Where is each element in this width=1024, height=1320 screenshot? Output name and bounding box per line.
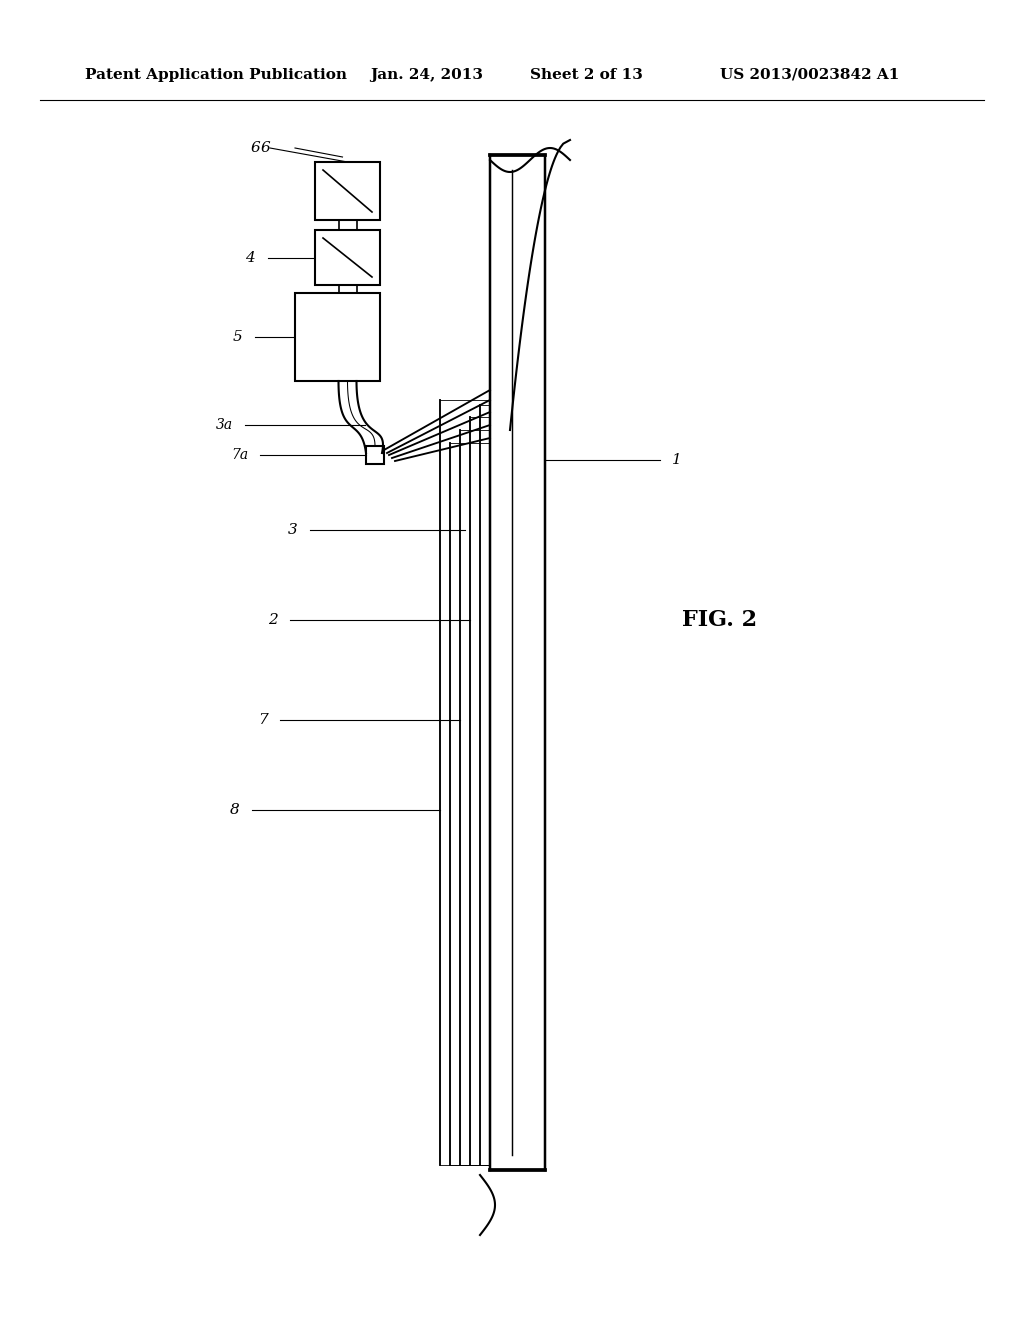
- Text: 6: 6: [250, 141, 260, 154]
- Bar: [315, 230, 380, 285]
- Text: US 2013/0023842 A1: US 2013/0023842 A1: [720, 69, 899, 82]
- Bar: [366, 446, 384, 465]
- Text: 2: 2: [268, 612, 278, 627]
- Bar: [315, 162, 380, 220]
- Text: 8: 8: [230, 803, 240, 817]
- Text: 3a: 3a: [216, 418, 233, 432]
- Text: 3: 3: [288, 523, 298, 537]
- Text: 4: 4: [246, 251, 255, 264]
- Text: 6: 6: [260, 141, 270, 154]
- Text: 5: 5: [232, 330, 242, 345]
- Bar: [295, 293, 380, 381]
- Text: FIG. 2: FIG. 2: [682, 609, 758, 631]
- Text: Patent Application Publication: Patent Application Publication: [85, 69, 347, 82]
- Text: Sheet 2 of 13: Sheet 2 of 13: [530, 69, 643, 82]
- Text: 7: 7: [258, 713, 268, 727]
- Text: Jan. 24, 2013: Jan. 24, 2013: [370, 69, 483, 82]
- Text: 7a: 7a: [230, 447, 248, 462]
- Text: 1: 1: [672, 453, 682, 467]
